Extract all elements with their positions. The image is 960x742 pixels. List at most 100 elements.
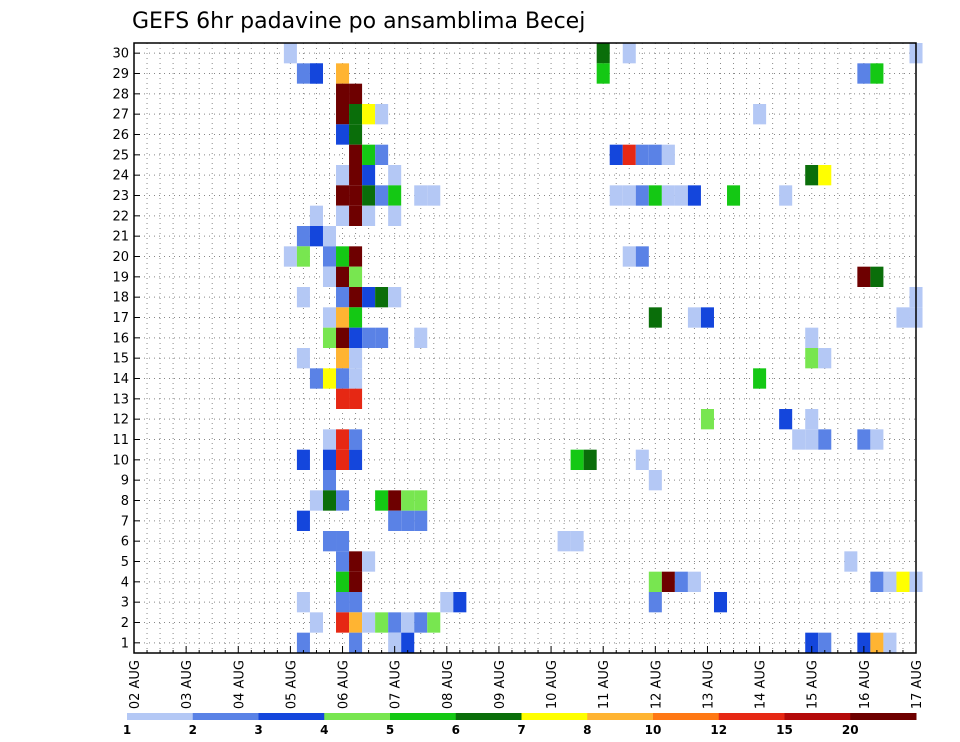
- heatmap-cell: [388, 165, 402, 186]
- heatmap-cell: [388, 612, 402, 633]
- heatmap-cell: [453, 592, 467, 613]
- x-tick-label: 17 AUG: [910, 660, 925, 709]
- heatmap-cell: [362, 144, 376, 165]
- heatmap-cell: [818, 348, 832, 369]
- heatmap-cell: [700, 307, 714, 328]
- heatmap-cell: [296, 287, 310, 308]
- heatmap-cell: [583, 449, 597, 470]
- heatmap-cell: [388, 490, 402, 511]
- heatmap-cell: [349, 592, 363, 613]
- heatmap-cell: [805, 348, 819, 369]
- heatmap-cell: [870, 429, 884, 450]
- heatmap-cell: [309, 205, 323, 226]
- heatmap-cell: [635, 449, 649, 470]
- heatmap-cell: [349, 551, 363, 572]
- heatmap-cell: [309, 368, 323, 389]
- x-tick-label: 04 AUG: [232, 660, 247, 709]
- heatmap-cell: [375, 327, 389, 348]
- heatmap-cell: [322, 470, 337, 491]
- heatmap-cell: [401, 612, 415, 633]
- heatmap-cell: [622, 185, 636, 206]
- heatmap-cell: [336, 551, 350, 572]
- heatmap-cell: [375, 287, 389, 308]
- heatmap-cell: [687, 571, 701, 592]
- heatmap-cell: [622, 43, 636, 64]
- y-tick-label: 25: [112, 148, 129, 163]
- heatmap-cell: [661, 185, 675, 206]
- heatmap-cell: [375, 104, 389, 125]
- heatmap-cell: [349, 429, 363, 450]
- x-tick-label: 13 AUG: [701, 660, 716, 709]
- heatmap-cell: [870, 266, 884, 287]
- colorbar-label: 20: [842, 723, 859, 737]
- heatmap-cell: [414, 185, 428, 206]
- heatmap-cell: [322, 490, 337, 511]
- heatmap-cell: [388, 632, 402, 653]
- heatmap-cell: [309, 490, 323, 511]
- x-tick-label: 11 AUG: [597, 660, 612, 709]
- heatmap-cell: [844, 551, 858, 572]
- y-tick-label: 15: [112, 352, 129, 367]
- colorbar-swatch: [850, 713, 917, 720]
- heatmap-cell: [648, 571, 662, 592]
- heatmap-cell: [349, 449, 363, 470]
- heatmap-cell: [349, 571, 363, 592]
- heatmap-cell: [883, 632, 897, 653]
- y-tick-label: 19: [112, 270, 129, 285]
- grid-layer: [134, 43, 916, 653]
- heatmap-cell: [296, 246, 310, 267]
- heatmap-cell: [362, 185, 376, 206]
- heatmap-cell: [349, 307, 363, 328]
- heatmap-cell: [570, 449, 584, 470]
- heatmap-cell: [857, 632, 871, 653]
- heatmap-cell: [648, 307, 662, 328]
- heatmap-cell: [296, 510, 310, 531]
- cells-layer: [283, 43, 923, 653]
- heatmap-cell: [349, 185, 363, 206]
- heatmap-cell: [296, 63, 310, 84]
- heatmap-cell: [362, 165, 376, 186]
- heatmap-cell: [375, 490, 389, 511]
- colorbar-swatch: [390, 713, 457, 720]
- x-tick-label: 14 AUG: [754, 660, 769, 709]
- y-tick-label: 11: [112, 433, 129, 448]
- heatmap-cell: [805, 429, 819, 450]
- y-tick-label: 13: [112, 392, 129, 407]
- heatmap-cell: [349, 246, 363, 267]
- heatmap-cell: [635, 185, 649, 206]
- y-tick-label: 29: [112, 67, 129, 82]
- heatmap-cell: [296, 632, 310, 653]
- x-tick-label: 03 AUG: [180, 660, 195, 709]
- heatmap-cell: [349, 104, 363, 125]
- heatmap-cell: [805, 632, 819, 653]
- x-tick-label: 05 AUG: [284, 660, 299, 709]
- heatmap-cell: [349, 612, 363, 633]
- heatmap-cell: [336, 388, 350, 409]
- heatmap-cell: [713, 592, 728, 613]
- heatmap-cell: [674, 185, 688, 206]
- colorbar-label: 4: [320, 723, 328, 737]
- x-tick-label: 16 AUG: [858, 660, 873, 709]
- heatmap-cell: [700, 409, 714, 430]
- y-tick-label: 5: [121, 555, 129, 570]
- y-tick-label: 24: [112, 169, 129, 184]
- heatmap-cell: [401, 632, 415, 653]
- y-tick-label: 16: [112, 331, 129, 346]
- heatmap-cell: [283, 246, 297, 267]
- heatmap-cell: [753, 368, 767, 389]
- heatmap-cell: [336, 165, 350, 186]
- heatmap-cell: [896, 307, 910, 328]
- heatmap-cell: [349, 287, 363, 308]
- heatmap-cell: [557, 531, 571, 552]
- heatmap-cell: [792, 429, 806, 450]
- heatmap-cell: [727, 185, 741, 206]
- chart-title: GEFS 6hr padavine po ansamblima Becej: [132, 9, 585, 34]
- colorbar-label: 2: [189, 723, 197, 737]
- y-tick-label: 7: [121, 514, 129, 529]
- heatmap-cell: [362, 551, 376, 572]
- heatmap-cell: [309, 612, 323, 633]
- heatmap-cell: [648, 144, 662, 165]
- heatmap-cell: [349, 388, 363, 409]
- heatmap-cell: [896, 571, 910, 592]
- x-tick-label: 15 AUG: [806, 660, 821, 709]
